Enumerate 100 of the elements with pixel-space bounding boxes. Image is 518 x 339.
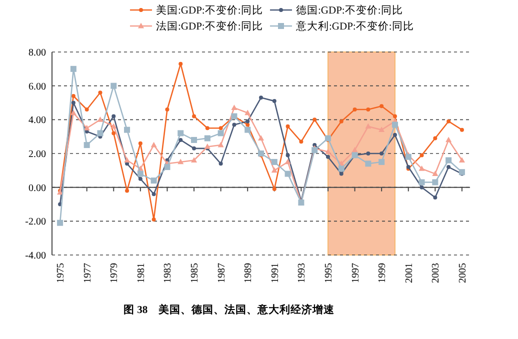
legend-label: 意大利:GDP:不变价:同比: [295, 20, 414, 33]
y-tick-label: -2.00: [25, 216, 46, 228]
text: 图 38 美国、德国、法国、意大利经济增速: [123, 303, 336, 316]
point: [420, 153, 424, 158]
point: [338, 166, 344, 172]
point: [284, 158, 291, 164]
point: [380, 104, 384, 108]
y-tick-label: 8.00: [28, 48, 46, 58]
point: [204, 144, 210, 149]
point: [420, 185, 424, 190]
point: [57, 220, 64, 226]
point: [458, 169, 465, 176]
point: [231, 104, 238, 110]
point: [71, 94, 76, 98]
point: [84, 108, 89, 112]
point: [365, 123, 372, 129]
point: [205, 126, 210, 130]
point: [446, 157, 452, 164]
x-tick-label: 1981: [136, 263, 147, 283]
point: [110, 123, 117, 129]
point: [405, 154, 412, 160]
point: [218, 126, 223, 130]
point: [137, 170, 144, 177]
point: [380, 152, 384, 156]
x-tick-label: 1999: [377, 263, 388, 283]
x-tick-label: 1983: [162, 263, 174, 283]
x-tick-label: 1995: [323, 263, 334, 283]
x-tick-label: 1991: [270, 263, 281, 283]
x-tick-label: 1977: [82, 263, 94, 283]
point: [259, 96, 263, 100]
point: [258, 135, 264, 140]
point: [178, 130, 184, 136]
point: [110, 82, 117, 89]
point: [124, 126, 130, 133]
point: [271, 158, 278, 165]
legend-label: 美国:GDP:不变价:同比: [156, 4, 263, 17]
x-tick-label: 1975: [56, 263, 67, 283]
point: [326, 154, 330, 159]
point: [432, 179, 438, 186]
point: [165, 108, 170, 112]
point: [152, 217, 156, 222]
y-tick-label: 6.00: [28, 81, 46, 92]
point: [392, 114, 397, 118]
y-tick-label: -4.00: [25, 250, 46, 262]
point: [446, 119, 451, 124]
point: [97, 130, 104, 136]
point: [178, 62, 183, 66]
point: [84, 142, 90, 148]
point: [218, 142, 224, 148]
point: [258, 150, 264, 156]
point: [284, 170, 291, 177]
point: [164, 164, 170, 170]
point: [150, 178, 157, 184]
point: [204, 135, 210, 142]
point: [418, 166, 425, 171]
point: [244, 110, 251, 116]
y-tick-label: 0.00: [28, 182, 46, 194]
point: [178, 158, 184, 164]
point: [352, 108, 357, 112]
point: [246, 119, 250, 124]
point: [366, 108, 370, 112]
point: [112, 131, 116, 136]
legend-label: 法国:GDP:不变价:同比: [156, 20, 263, 33]
point: [70, 110, 76, 116]
y-tick-label: 4.00: [28, 115, 46, 126]
point: [324, 148, 331, 154]
x-tick-label: 1985: [190, 263, 201, 283]
point: [192, 114, 196, 118]
point: [70, 66, 76, 72]
x-tick-label: 1987: [216, 263, 228, 283]
x-tick-label: 1979: [109, 263, 120, 283]
point: [152, 192, 156, 196]
x-tick-label: 2003: [430, 263, 442, 283]
point: [218, 162, 223, 166]
point: [138, 176, 142, 181]
point: [218, 130, 224, 136]
point: [286, 153, 290, 158]
x-tick-label: 1997: [350, 263, 362, 283]
point: [339, 119, 344, 124]
point: [272, 99, 276, 104]
point: [433, 136, 438, 140]
point: [286, 124, 290, 128]
point: [312, 147, 318, 154]
x-tick-label: 2005: [457, 263, 468, 283]
point: [312, 118, 317, 122]
x-tick-label: 1993: [296, 263, 308, 283]
legend-label: 德国:GDP:不变价:同比: [296, 4, 403, 17]
point: [191, 157, 198, 162]
point: [244, 126, 251, 133]
point: [378, 158, 385, 165]
point: [366, 152, 370, 156]
point: [446, 165, 451, 170]
point: [271, 167, 278, 173]
point: [191, 136, 198, 143]
point: [460, 128, 464, 132]
point: [71, 100, 76, 105]
point: [112, 114, 116, 118]
x-tick-label: 1989: [243, 263, 254, 283]
point: [138, 141, 142, 146]
point: [178, 138, 183, 142]
